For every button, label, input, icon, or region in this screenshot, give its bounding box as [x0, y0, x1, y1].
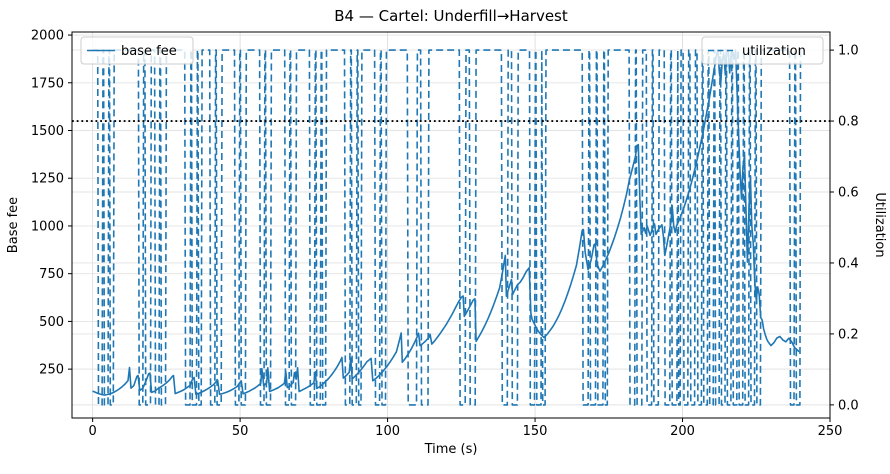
- y-left-tick-label: 1250: [31, 172, 64, 187]
- y-right-tick-label: 0.8: [838, 115, 859, 130]
- axis-ticks: 0 50 100 150 200 250 250 500 750 1000 1250 1500 1750…: [31, 29, 859, 439]
- y-left-tick-label: 250: [39, 363, 64, 378]
- x-tick-label: 250: [818, 424, 843, 439]
- y-right-tick-label: 1.0: [838, 44, 859, 59]
- y-left-tick-label: 1000: [31, 219, 64, 234]
- series-base-fee: [92, 49, 800, 396]
- y-right-tick-label: 0.0: [838, 398, 859, 413]
- y-left-tick-label: 1500: [31, 124, 64, 139]
- y-left-tick-label: 2000: [31, 29, 64, 44]
- plot-border: [71, 31, 831, 419]
- legend-label-base-fee: base fee: [121, 44, 177, 59]
- x-tick-label: 150: [523, 424, 548, 439]
- series-utilization: [92, 49, 802, 406]
- x-axis-label: Time (s): [424, 442, 478, 457]
- legend-box: [80, 36, 194, 65]
- y-axis-right-label: Utilization: [872, 192, 887, 257]
- y-axis-left-label: Base fee: [6, 197, 21, 253]
- y-left-tick-label: 500: [39, 315, 64, 330]
- x-tick-label: 200: [670, 424, 695, 439]
- x-tick-label: 50: [232, 424, 249, 439]
- legend-box: [701, 36, 824, 65]
- x-tick-label: 100: [375, 424, 400, 439]
- x-tick-label: 0: [89, 424, 97, 439]
- y-right-tick-label: 0.4: [838, 256, 859, 271]
- series-lines: [92, 49, 802, 406]
- y-right-tick-label: 0.2: [838, 327, 859, 342]
- chart-title: B4 — Cartel: Underfill→Harvest: [334, 7, 568, 25]
- y-left-tick-label: 750: [39, 267, 64, 282]
- legend-label-utilization: utilization: [742, 44, 806, 59]
- y-left-tick-label: 1750: [31, 76, 64, 91]
- y-right-tick-label: 0.6: [838, 186, 859, 201]
- legend-utilization: utilization: [701, 36, 824, 65]
- legend-base-fee: base fee: [80, 36, 194, 65]
